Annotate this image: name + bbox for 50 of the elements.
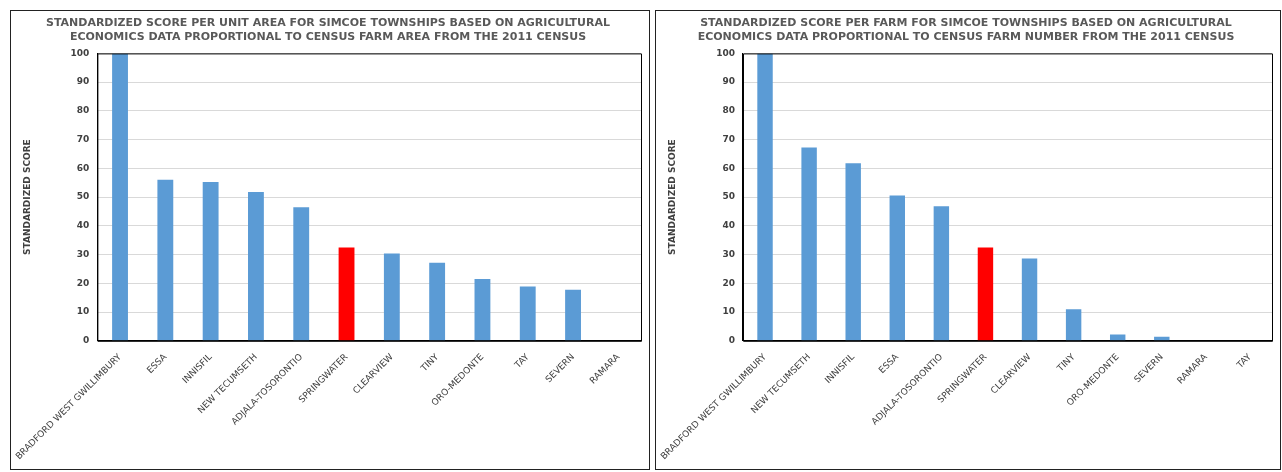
bar [1065,309,1082,341]
bar [565,289,581,341]
y-tick-label: 30 [76,248,90,259]
bar [157,179,174,341]
y-tick-label: 100 [716,47,735,58]
text: ECONOMICS DATA PROPORTIONAL TO CENSUS FARM AREA FROM THE 2011 CENSUS [69,29,587,43]
bar [383,253,400,341]
bar [293,207,310,341]
text: STANDARDIZED SCORE PER UNIT AREA FOR SIMCOE TOWNSHIPS BASED ON AGRICULTURAL [45,16,611,30]
y-tick-label: 90 [722,76,735,87]
y-tick-label: 80 [722,105,735,116]
bar [112,53,128,341]
text: STANDARDIZED SCORE PER FARM FOR SIMCOE TOWNSHIPS BASED ON AGRICULTURAL [700,16,1232,30]
y-tick-label: 0 [83,335,90,346]
bar [801,147,817,341]
y-tick-label: 50 [722,191,735,202]
y-tick-label: 70 [722,133,735,144]
bar [977,247,994,341]
bar [889,195,905,341]
x-tick-label: TAY [511,351,532,371]
bar [1021,258,1038,341]
bar [202,181,219,341]
bar [933,206,950,341]
bar [429,262,446,341]
y-tick-label: 90 [76,76,90,87]
y-tick-label: 70 [76,133,90,144]
y-tick-label: 60 [76,162,90,173]
bar [1109,334,1126,341]
bar [248,191,264,341]
y-tick-label: 40 [76,220,90,231]
y-tick-label: 10 [76,306,90,317]
y-tick-label: 10 [722,306,735,317]
y-tick-label: 50 [76,191,90,202]
y-tick-label: 20 [722,277,735,288]
y-tick-label: 100 [70,47,90,58]
y-tick-label: 60 [722,162,735,173]
y-tick-label: 30 [722,248,735,259]
bar [338,247,355,341]
y-tick-label: 0 [728,335,735,346]
y-tick-label: 80 [76,105,90,116]
bar [845,163,861,341]
x-tick-label: TAY [1234,351,1254,371]
y-tick-label: 40 [722,220,735,231]
y-axis-title: STANDARDIZED SCORE [21,139,32,255]
bar [519,286,536,341]
text: ECONOMICS DATA PROPORTIONAL TO CENSUS FARM NUMBER FROM THE 2011 CENSUS [697,29,1235,43]
y-axis-title: STANDARDIZED SCORE [667,139,678,255]
bar [474,279,491,341]
bar [757,53,773,341]
y-tick-label: 20 [76,277,90,288]
